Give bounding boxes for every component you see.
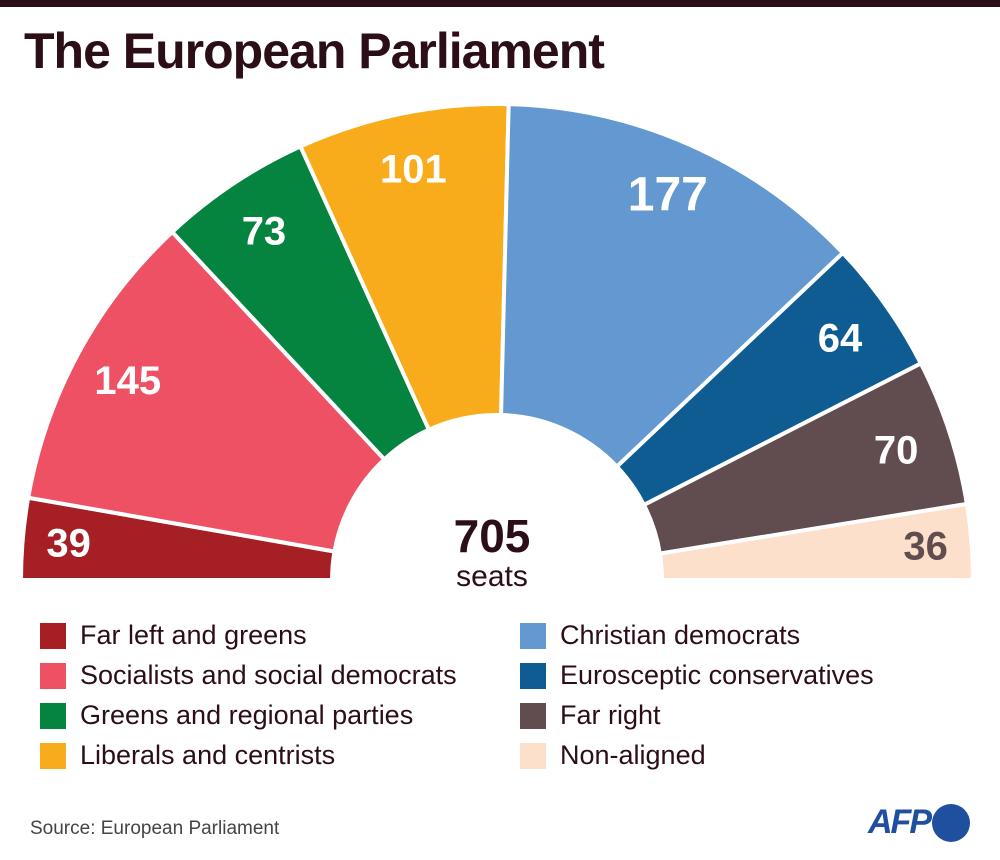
legend-swatch: [40, 622, 66, 649]
legend-label: Greens and regional parties: [80, 700, 414, 730]
segment-1: [25, 229, 388, 554]
legend-swatch: [520, 742, 546, 769]
segment-label-4: 177: [628, 168, 708, 221]
segment-label-1: 145: [94, 359, 161, 403]
legend-item: Liberals and centrists: [40, 740, 335, 771]
segment-label-7: 36: [903, 525, 948, 569]
legend-label: Christian democrats: [560, 620, 801, 650]
segment-6: [641, 360, 970, 556]
legend-item: Socialists and social democrats: [40, 660, 457, 691]
segment-label-5: 64: [818, 317, 863, 361]
total-seats-unit: seats: [456, 560, 528, 593]
source-note: Source: European Parliament: [30, 818, 280, 839]
legend-label: Far right: [560, 700, 661, 730]
chart-title: The European Parliament: [24, 23, 605, 79]
legend-item: Far right: [520, 700, 661, 731]
segment-5: [614, 250, 924, 508]
afp-logo: AFP: [868, 803, 970, 842]
segment-label-2: 73: [242, 210, 287, 254]
segment-2: [169, 143, 432, 463]
legend-item: Far left and greens: [40, 620, 307, 651]
legend-label: Non-aligned: [560, 740, 706, 770]
legend-item: Greens and regional parties: [40, 700, 413, 731]
legend-item: Eurosceptic conservatives: [520, 660, 874, 691]
legend-swatch: [520, 702, 546, 729]
legend-swatch: [40, 662, 66, 689]
legend-swatch: [40, 742, 66, 769]
segment-4: [498, 102, 846, 470]
hemicycle-chart: 39 145 73 101 177 64 70 36 705 seats: [21, 102, 976, 593]
segment-7: [657, 501, 976, 582]
segment-label-3: 101: [380, 147, 447, 191]
legend-swatch: [520, 622, 546, 649]
segment-label-0: 39: [46, 522, 91, 566]
legend-swatch: [520, 662, 546, 689]
segment-label-6: 70: [874, 428, 919, 472]
legend-swatch: [40, 702, 66, 729]
legend-label: Eurosceptic conservatives: [560, 660, 874, 690]
legend-label: Far left and greens: [80, 620, 307, 650]
legend-label: Socialists and social democrats: [80, 660, 457, 690]
top-bar: [0, 0, 1000, 7]
legend-item: Non-aligned: [520, 740, 706, 771]
segment-3: [297, 102, 511, 433]
legend-label: Liberals and centrists: [80, 740, 336, 770]
legend-item: Christian democrats: [520, 620, 800, 651]
total-seats-value: 705: [454, 510, 531, 562]
